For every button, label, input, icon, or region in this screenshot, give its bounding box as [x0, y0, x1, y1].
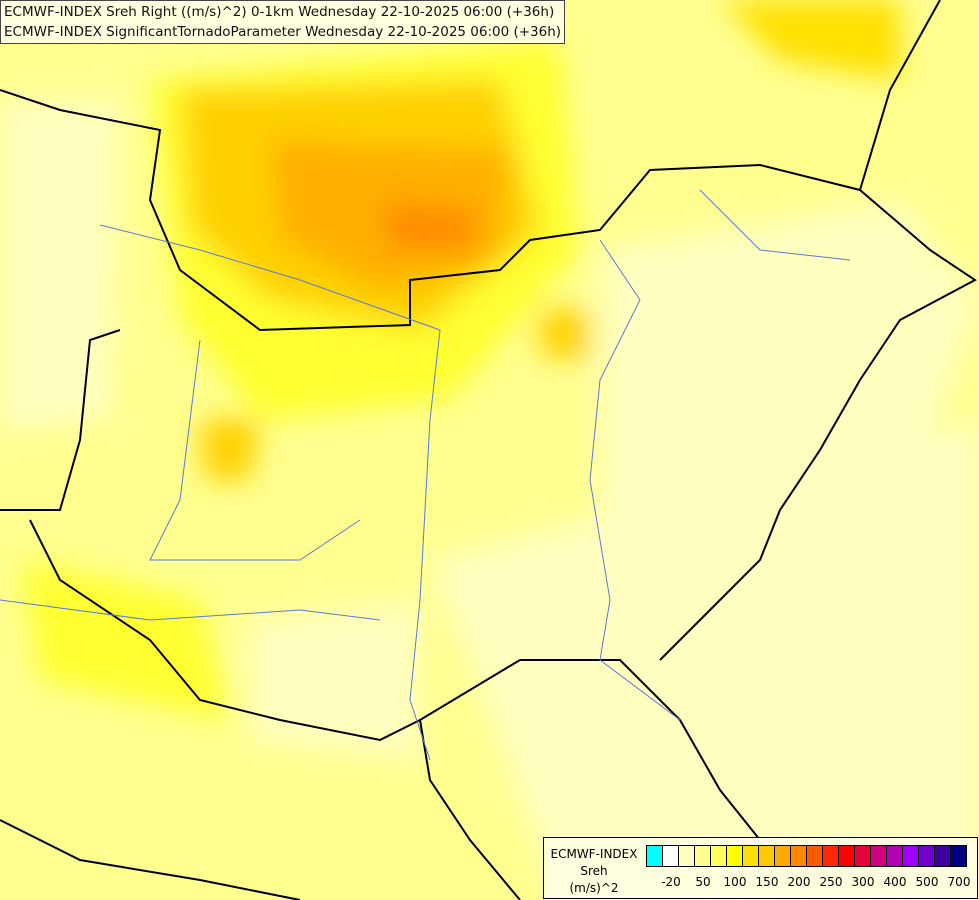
legend-label: 150 — [755, 875, 779, 889]
legend-swatch — [663, 846, 679, 866]
legend-swatch — [727, 846, 743, 866]
title-line-sreh: ECMWF-INDEX Sreh Right ((m/s)^2) 0-1km W… — [4, 4, 555, 20]
legend-swatch — [887, 846, 903, 866]
legend-label: 50 — [695, 875, 711, 889]
legend-swatch — [807, 846, 823, 866]
legend-label: 400 — [883, 875, 907, 889]
legend-swatch — [951, 846, 966, 866]
legend-swatch — [695, 846, 711, 866]
legend-swatch — [791, 846, 807, 866]
legend-swatch — [935, 846, 951, 866]
map-title: ECMWF-INDEX Sreh Right ((m/s)^2) 0-1km W… — [0, 0, 566, 44]
legend-swatch — [823, 846, 839, 866]
legend-label: 300 — [851, 875, 875, 889]
legend-label: 100 — [723, 875, 747, 889]
legend-label: 250 — [819, 875, 843, 889]
legend-swatch — [759, 846, 775, 866]
legend-variable: Sreh — [580, 864, 608, 878]
legend-swatch — [903, 846, 919, 866]
legend-swatch — [743, 846, 759, 866]
legend-swatch — [919, 846, 935, 866]
legend-swatch — [839, 846, 855, 866]
legend-swatch — [775, 846, 791, 866]
legend-unit: (m/s)^2 — [569, 881, 619, 895]
title-line-stp: ECMWF-INDEX SignificantTornadoParameter … — [4, 24, 562, 40]
legend-swatch — [711, 846, 727, 866]
legend-swatch — [679, 846, 695, 866]
legend-label: 700 — [947, 875, 971, 889]
color-legend: ECMWF-INDEX Sreh (m/s)^2 -20 50 100 150 200 2… — [543, 837, 978, 899]
legend-swatch — [855, 846, 871, 866]
legend-colorbar — [646, 845, 967, 867]
legend-source: ECMWF-INDEX — [550, 847, 638, 861]
legend-swatch — [871, 846, 887, 866]
legend-swatch — [647, 846, 663, 866]
legend-label: 200 — [787, 875, 811, 889]
rivers — [0, 189, 851, 761]
legend-label: -20 — [661, 875, 681, 889]
legend-label: 500 — [915, 875, 939, 889]
